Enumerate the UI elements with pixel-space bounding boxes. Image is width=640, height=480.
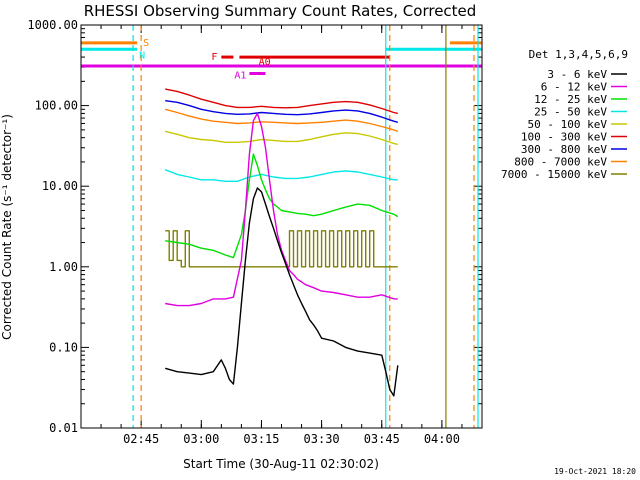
flag-label: F (211, 52, 217, 63)
x-tick-label: 03:15 (243, 432, 279, 446)
x-tick-label: 03:00 (183, 432, 219, 446)
flag-label: S (143, 38, 149, 49)
legend-entry-label: 800 - 7000 keV (514, 156, 607, 169)
legend-entry-label: 7000 - 15000 keV (501, 168, 607, 181)
flag-label: A1 (234, 71, 246, 82)
legend-entry-label: 100 - 300 keV (521, 131, 607, 144)
x-tick-label: 03:45 (364, 432, 400, 446)
series-line (165, 112, 398, 307)
legend-title: Det 1,3,4,5,6,9 (529, 48, 628, 61)
x-tick-label: 04:00 (424, 432, 460, 446)
legend-entry-label: 3 - 6 keV (547, 68, 607, 81)
plot-frame (80, 24, 483, 429)
flag-bars: SN F A0 A1 (81, 38, 482, 82)
legend-entry-label: 6 - 12 keV (541, 81, 608, 94)
flag-label: N (139, 50, 145, 61)
legend-entry-label: 300 - 800 keV (521, 143, 607, 156)
footer-timestamp: 19-Oct-2021 18:20 (554, 467, 636, 476)
series-line (165, 187, 399, 397)
y-tick-label: 10.00 (42, 179, 78, 193)
y-tick-label: 1.00 (49, 260, 78, 274)
series-line (165, 100, 398, 123)
tick-labels: 1000.00 100.00 10.00 1.00 0.10 0.01 02:45 03:00… (27, 18, 460, 446)
legend-entry-label: 50 - 100 keV (528, 118, 608, 131)
x-tick-label: 02:45 (123, 432, 159, 446)
series-line (165, 153, 399, 259)
series-line (165, 108, 399, 132)
series-line (165, 230, 398, 268)
y-tick-label: 1000.00 (27, 18, 78, 32)
y-tick-label: 0.01 (49, 421, 78, 435)
series-line (165, 130, 398, 146)
series-line (165, 88, 398, 115)
vertical-markers (132, 25, 479, 428)
legend-entry-label: 12 - 25 keV (534, 93, 607, 106)
series-line (164, 169, 398, 182)
axes (80, 24, 483, 429)
legend-entry-label: 25 - 50 keV (534, 106, 607, 119)
y-tick-label: 100.00 (35, 99, 78, 113)
y-tick-label: 0.10 (49, 340, 78, 354)
chart-title: RHESSI Observing Summary Count Rates, Co… (84, 2, 477, 20)
y-axis-label: Corrected Count Rate (s⁻¹ detector⁻¹) (0, 114, 14, 340)
x-axis-label: Start Time (30-Aug-11 02:30:02) (183, 457, 379, 471)
series-lines (164, 88, 399, 397)
flag-label: A0 (259, 57, 271, 68)
x-tick-label: 03:30 (304, 432, 340, 446)
